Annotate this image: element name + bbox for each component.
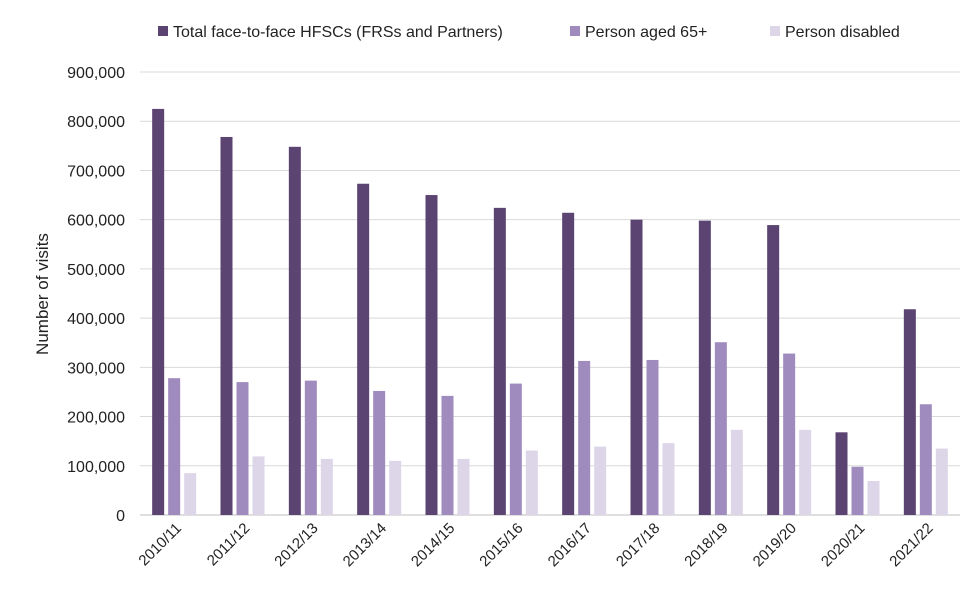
bar-2020/21-series-0 (835, 432, 848, 515)
y-tick-label: 600,000 (67, 213, 125, 230)
bar-2021/22-series-2 (935, 448, 948, 515)
y-tick-label: 500,000 (67, 262, 125, 279)
bar-2017/18-series-0 (630, 219, 643, 515)
y-tick-label: 800,000 (67, 114, 125, 131)
bar-2019/20-series-0 (767, 225, 780, 515)
y-tick-label: 300,000 (67, 360, 125, 377)
bar-2018/19-series-2 (730, 429, 743, 515)
y-tick-label: 400,000 (67, 311, 125, 328)
legend-label: Person aged 65+ (585, 24, 707, 41)
bar-2017/18-series-1 (646, 359, 659, 515)
bar-2011/12-series-1 (236, 382, 249, 515)
bar-2010/11-series-1 (168, 378, 181, 515)
bar-2020/21-series-2 (867, 481, 880, 515)
x-tick-label: 2017/18 (613, 520, 663, 570)
x-tick-label: 2011/12 (204, 520, 254, 570)
y-tick-label: 900,000 (67, 65, 125, 82)
bar-2020/21-series-1 (851, 466, 864, 515)
x-tick-label: 2018/19 (681, 520, 731, 570)
x-tick-label: 2019/20 (750, 520, 800, 570)
bar-2017/18-series-2 (662, 443, 675, 515)
x-tick-label: 2016/17 (545, 520, 595, 570)
bar-2021/22-series-0 (903, 309, 916, 515)
y-axis-label: Number of visits (33, 233, 52, 355)
y-tick-label: 0 (116, 508, 125, 525)
legend-label: Person disabled (785, 24, 900, 41)
bar-2012/13-series-0 (288, 146, 301, 515)
bar-2014/15-series-1 (441, 395, 454, 515)
bar-2011/12-series-2 (252, 456, 265, 515)
legend-swatch (158, 26, 168, 36)
x-tick-label: 2010/11 (135, 520, 185, 570)
y-tick-label: 200,000 (67, 410, 125, 427)
x-tick-label: 2020/21 (818, 520, 868, 570)
bar-2015/16-series-1 (509, 383, 522, 515)
bar-2011/12-series-0 (220, 136, 233, 515)
x-tick-label: 2015/16 (476, 520, 526, 570)
bar-2012/13-series-2 (320, 458, 333, 515)
bar-2014/15-series-0 (425, 195, 438, 516)
x-tick-label: 2021/22 (886, 520, 936, 570)
bar-2018/19-series-0 (698, 220, 711, 515)
legend-swatch (570, 26, 580, 36)
bar-2015/16-series-0 (493, 207, 506, 515)
legend-swatch (770, 26, 780, 36)
legend-label: Total face-to-face HFSCs (FRSs and Partn… (173, 24, 503, 41)
bar-2013/14-series-0 (357, 183, 370, 516)
bar-2010/11-series-2 (184, 473, 197, 515)
bar-2010/11-series-0 (152, 108, 165, 516)
x-tick-label: 2014/15 (408, 520, 458, 570)
bar-2013/14-series-1 (373, 390, 386, 515)
bar-2015/16-series-2 (525, 450, 538, 515)
bar-2014/15-series-2 (457, 458, 470, 515)
y-tick-label: 100,000 (67, 459, 125, 476)
bar-2016/17-series-2 (594, 446, 607, 515)
bar-2021/22-series-1 (919, 404, 932, 515)
bar-2018/19-series-1 (714, 342, 727, 515)
bar-2012/13-series-1 (304, 380, 317, 515)
bar-2019/20-series-2 (799, 429, 812, 515)
x-tick-label: 2012/13 (271, 520, 321, 570)
x-tick-label: 2013/14 (340, 520, 390, 570)
bar-2016/17-series-1 (578, 360, 591, 515)
bar-2019/20-series-1 (783, 353, 796, 515)
y-tick-label: 700,000 (67, 163, 125, 180)
bar-2013/14-series-2 (389, 460, 402, 515)
bar-2016/17-series-0 (562, 212, 575, 515)
